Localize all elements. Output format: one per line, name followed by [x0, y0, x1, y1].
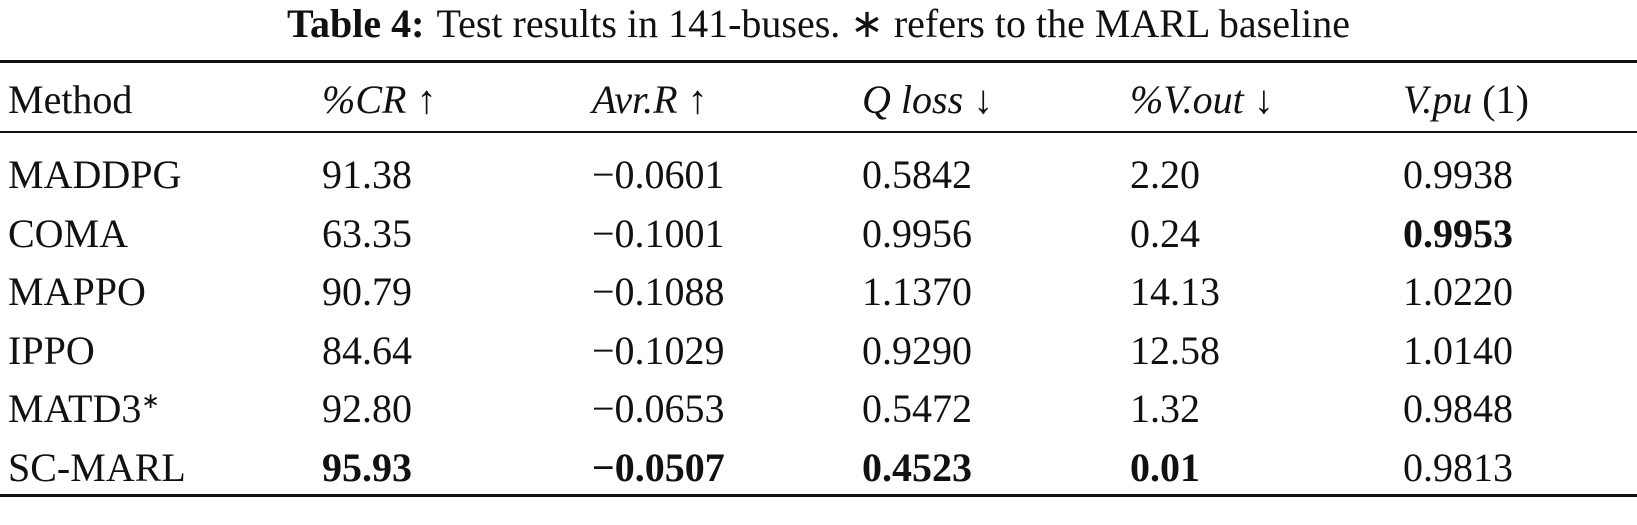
cell-text: 1.1370	[862, 269, 972, 314]
table-cell: MADDPG	[8, 155, 181, 195]
header-mark: ↑	[687, 77, 708, 122]
cell-text: 92.80	[322, 386, 412, 431]
table-cell: 14.13	[1130, 272, 1220, 312]
table-cell: MATD3∗	[8, 389, 160, 429]
header-mark: (1)	[1482, 77, 1529, 122]
table-cell: 91.38	[322, 155, 412, 195]
table-cell: 0.9290	[862, 327, 972, 373]
cell-text: 91.38	[322, 152, 412, 197]
cell-text: −0.1001	[592, 210, 725, 256]
header-text: Q loss	[862, 77, 964, 122]
top-rule	[0, 60, 1637, 63]
table-cell: −0.0507	[592, 444, 725, 490]
table-cell: 0.9938	[1403, 155, 1513, 195]
header-cell: Method	[8, 80, 132, 120]
cell-text: 12.58	[1130, 327, 1220, 373]
baseline-marker: ∗	[141, 388, 160, 413]
table-cell: 1.0220	[1403, 272, 1513, 312]
table-cell: 0.9956	[862, 210, 972, 256]
table-cell: −0.0653	[592, 389, 725, 429]
cell-text: MAPPO	[8, 269, 146, 314]
cell-text: −0.1088	[592, 269, 725, 314]
table-cell: COMA	[8, 210, 129, 256]
table-cell: 0.01	[1130, 444, 1200, 490]
header-cell: Avr.R ↑	[592, 80, 708, 120]
cell-text: 0.9290	[862, 327, 972, 373]
table-cell: 92.80	[322, 389, 412, 429]
cell-text: −0.0653	[592, 386, 725, 431]
header-mark: ↓	[1253, 77, 1274, 122]
cell-text: COMA	[8, 210, 129, 256]
table-cell: SC-MARL	[8, 444, 186, 490]
table-cell: 0.9848	[1403, 389, 1513, 429]
cell-text: 0.9848	[1403, 386, 1513, 431]
caption-label: Table 4:	[287, 1, 425, 46]
cell-text: MADDPG	[8, 152, 182, 197]
header-text: %V.out	[1130, 77, 1244, 122]
table-cell: 0.24	[1130, 210, 1200, 256]
header-text: V.pu	[1403, 77, 1473, 122]
table-cell: 63.35	[322, 210, 412, 256]
caption-text: Test results in 141-buses. ∗ refers to t…	[436, 1, 1350, 46]
header-cell: %V.out ↓	[1130, 80, 1274, 120]
cell-text: 1.0140	[1403, 327, 1513, 373]
table-cell: IPPO	[8, 327, 95, 373]
table-cell: 90.79	[322, 272, 412, 312]
table-cell: −0.1029	[592, 327, 725, 373]
cell-text: 95.93	[322, 444, 412, 490]
header-mark: ↓	[973, 77, 994, 122]
table-cell: 84.64	[322, 327, 412, 373]
cell-text: 0.4523	[862, 444, 972, 490]
header-cell: %CR ↑	[322, 80, 436, 120]
cell-text: 0.9956	[862, 210, 972, 256]
table-cell: −0.1088	[592, 272, 725, 312]
header-text: %CR	[322, 77, 407, 122]
cell-text: 0.5472	[862, 386, 972, 431]
header-rule	[0, 131, 1637, 133]
cell-text: 1.0220	[1403, 269, 1513, 314]
cell-text: 0.5842	[862, 152, 972, 197]
cell-text: 0.9938	[1403, 152, 1513, 197]
cell-text: 0.01	[1130, 444, 1200, 490]
table-cell: −0.0601	[592, 155, 725, 195]
cell-text: −0.0601	[592, 152, 725, 197]
table-cell: 0.4523	[862, 444, 972, 490]
table-cell: 0.5842	[862, 155, 972, 195]
cell-text: −0.1029	[592, 327, 725, 373]
cell-text: 0.9813	[1403, 444, 1513, 490]
header-cell: Q loss ↓	[862, 80, 993, 120]
table-cell: 1.1370	[862, 272, 972, 312]
cell-text: 84.64	[322, 327, 412, 373]
cell-text: 1.32	[1130, 386, 1200, 431]
table-cell: MAPPO	[8, 272, 146, 312]
header-cell: V.pu (1)	[1403, 80, 1529, 120]
table-cell: 1.32	[1130, 389, 1200, 429]
table-cell: 95.93	[322, 444, 412, 490]
table-cell: 0.9953	[1403, 210, 1513, 256]
table-caption: Table 4: Test results in 141-buses. ∗ ref…	[0, 4, 1637, 44]
cell-text: 0.9953	[1403, 210, 1513, 256]
cell-text: 63.35	[322, 210, 412, 256]
header-mark: ↑	[416, 77, 437, 122]
cell-text: 14.13	[1130, 269, 1220, 314]
table-cell: 2.20	[1130, 155, 1200, 195]
header-text: Avr.R	[592, 77, 678, 122]
cell-text: MATD3	[8, 386, 142, 431]
header-text: Method	[8, 77, 133, 122]
table-cell: 0.5472	[862, 389, 972, 429]
cell-text: 2.20	[1130, 152, 1200, 197]
table-cell: 0.9813	[1403, 444, 1513, 490]
table-cell: −0.1001	[592, 210, 725, 256]
cell-text: 90.79	[322, 269, 412, 314]
cell-text: IPPO	[8, 327, 95, 373]
table-cell: 1.0140	[1403, 327, 1513, 373]
cell-text: −0.0507	[592, 444, 725, 490]
cell-text: SC-MARL	[8, 444, 186, 490]
cell-text: 0.24	[1130, 210, 1200, 256]
table-cell: 12.58	[1130, 327, 1220, 373]
bottom-rule	[0, 494, 1637, 497]
